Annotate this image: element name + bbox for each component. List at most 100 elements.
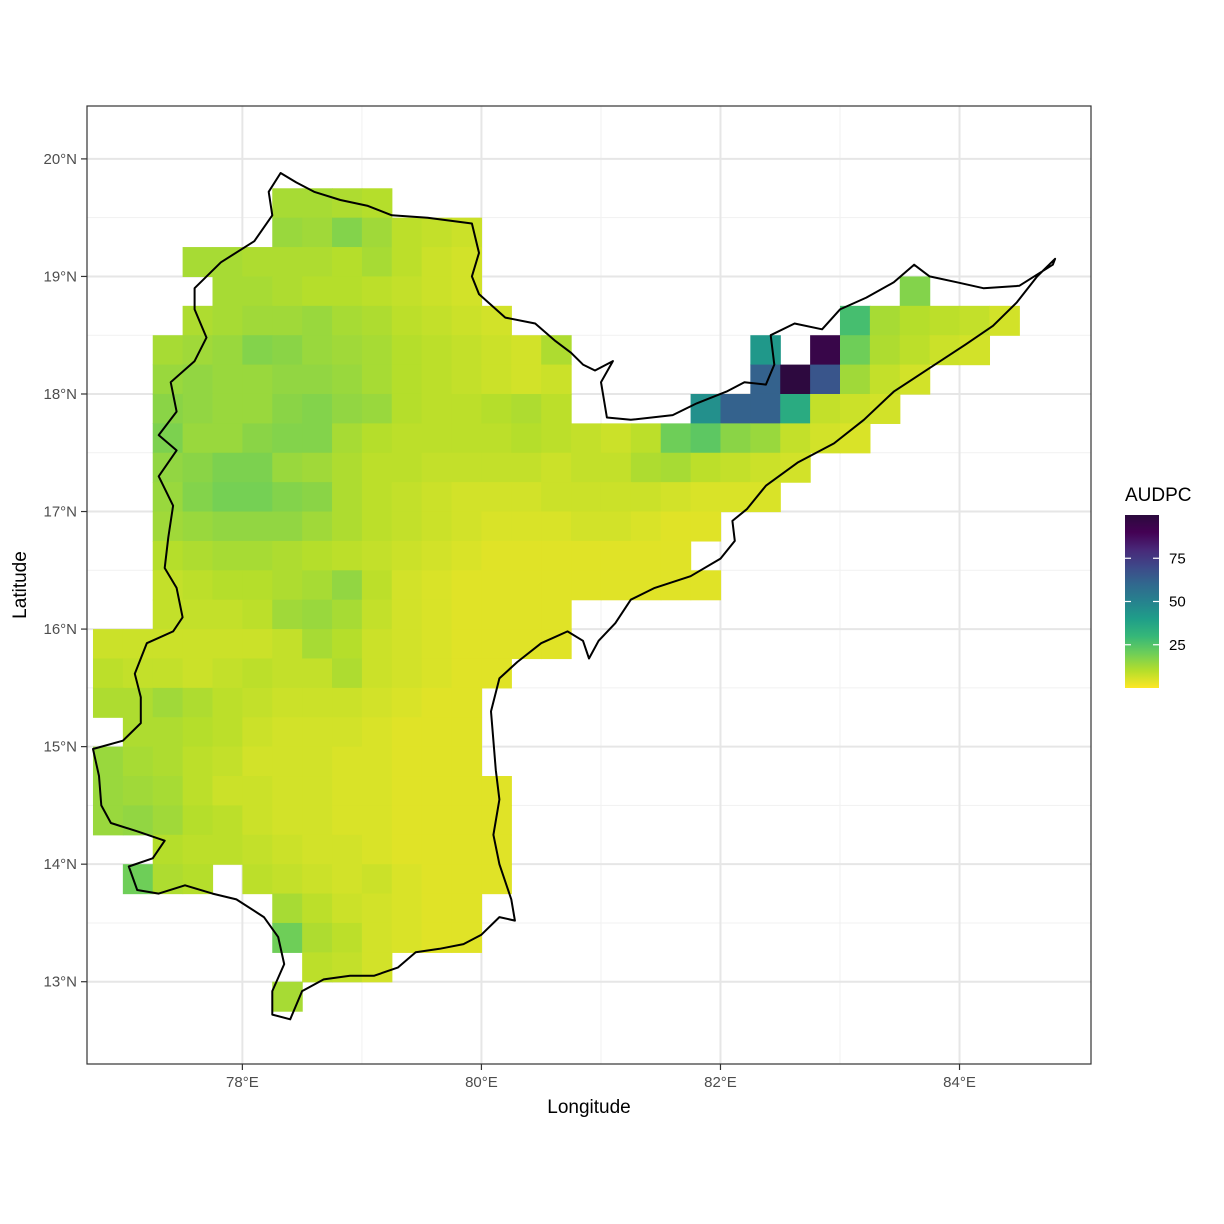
raster-cell	[690, 393, 722, 424]
raster-cell	[840, 423, 871, 454]
raster-cell	[481, 364, 512, 395]
raster-cell	[92, 805, 124, 836]
raster-cell	[122, 805, 154, 836]
raster-cell	[302, 364, 333, 395]
y-tick-label: 13°N	[43, 974, 77, 991]
raster-cell	[421, 893, 453, 924]
y-tick-label: 14°N	[43, 856, 77, 873]
raster-cell	[391, 423, 423, 454]
raster-cell	[182, 540, 214, 571]
raster-cell	[182, 717, 214, 748]
raster-cell	[242, 834, 273, 865]
raster-cell	[242, 776, 273, 806]
raster-cell	[152, 423, 184, 454]
raster-cell	[660, 452, 692, 483]
raster-cell	[481, 393, 512, 424]
raster-cell	[451, 922, 483, 953]
raster-cell	[391, 717, 423, 748]
raster-cell	[391, 276, 423, 307]
raster-cell	[391, 776, 423, 806]
raster-cell	[541, 599, 572, 630]
raster-cell	[361, 717, 393, 748]
raster-cell	[451, 599, 483, 630]
raster-cell	[660, 423, 692, 454]
raster-cell	[332, 452, 363, 483]
raster-cell	[332, 805, 363, 836]
raster-cell	[451, 423, 483, 454]
raster-cell	[332, 393, 363, 424]
raster-cell	[212, 335, 243, 366]
raster-cell	[541, 570, 572, 601]
raster-cell	[541, 482, 572, 513]
raster-cell	[421, 482, 453, 513]
raster-cell	[391, 805, 423, 836]
raster-cell	[332, 335, 363, 366]
raster-cell	[391, 247, 423, 278]
raster-cell	[391, 335, 423, 366]
raster-cell	[451, 393, 483, 424]
raster-cell	[451, 893, 483, 924]
raster-cell	[391, 922, 423, 953]
raster-cell	[302, 687, 333, 718]
raster-cell	[421, 687, 453, 718]
raster-cell	[361, 305, 393, 336]
raster-cell	[929, 305, 961, 336]
raster-cell	[272, 423, 303, 454]
raster-cell	[152, 599, 184, 630]
raster-cell	[332, 570, 363, 601]
raster-cell	[840, 335, 871, 366]
raster-cell	[272, 570, 303, 601]
raster-cell	[840, 393, 871, 424]
raster-cell	[361, 482, 393, 513]
raster-cell	[511, 540, 542, 571]
raster-cell	[152, 364, 184, 395]
raster-cell	[302, 540, 333, 571]
raster-cell	[302, 570, 333, 601]
raster-cell	[332, 540, 363, 571]
raster-cell	[361, 364, 393, 395]
raster-cell	[361, 335, 393, 366]
raster-cell	[391, 511, 423, 542]
legend-title: AUDPC	[1125, 485, 1192, 506]
raster-cell	[541, 511, 572, 542]
raster-cell	[481, 629, 512, 660]
raster-cell	[332, 276, 363, 307]
raster-cell	[272, 922, 303, 953]
raster-cell	[481, 570, 512, 601]
raster-cell	[122, 629, 154, 660]
raster-cell	[332, 834, 363, 865]
raster-cell	[720, 452, 751, 483]
raster-cell	[391, 687, 423, 718]
x-axis: 78°E 80°E 82°E 84°E	[226, 1064, 976, 1091]
raster-cell	[212, 687, 243, 718]
raster-cell	[332, 776, 363, 806]
raster-cell	[899, 276, 931, 307]
raster-cell	[242, 423, 273, 454]
raster-cell	[541, 364, 572, 395]
raster-cell	[451, 834, 483, 865]
raster-cell	[242, 687, 273, 718]
raster-cell	[391, 893, 423, 924]
raster-cell	[272, 776, 303, 806]
raster-cell	[242, 599, 273, 630]
raster-cell	[122, 746, 154, 777]
raster-cell	[690, 570, 722, 601]
raster-cell	[630, 482, 662, 513]
raster-cell	[451, 864, 483, 895]
raster-cell	[182, 805, 214, 836]
raster-cell	[810, 335, 841, 366]
raster-cell	[242, 540, 273, 571]
raster-cell	[481, 482, 512, 513]
raster-cell	[511, 364, 542, 395]
raster-cell	[421, 217, 453, 248]
raster-cell	[630, 540, 662, 571]
raster-cell	[272, 746, 303, 777]
raster-cell	[361, 834, 393, 865]
legend-breaks: 25 50 75	[1125, 550, 1186, 654]
y-tick-label: 16°N	[43, 621, 77, 638]
y-tick-label: 19°N	[43, 268, 77, 285]
raster-cell	[242, 570, 273, 601]
raster-cell	[212, 805, 243, 836]
raster-cell	[242, 305, 273, 336]
raster-cell	[630, 570, 662, 601]
